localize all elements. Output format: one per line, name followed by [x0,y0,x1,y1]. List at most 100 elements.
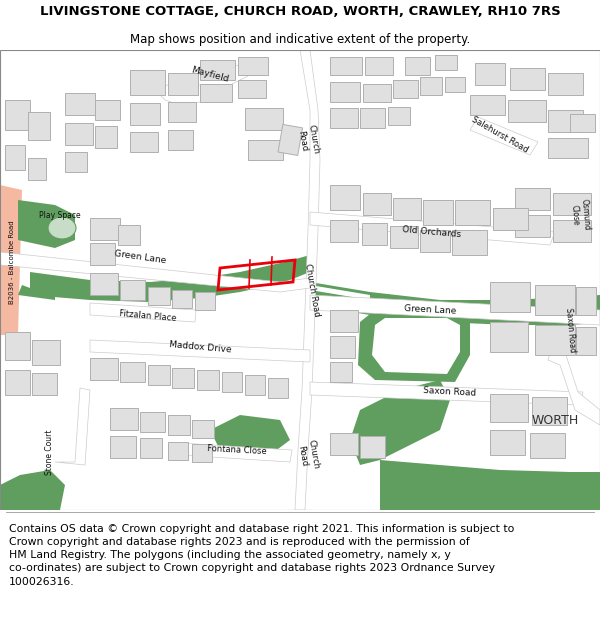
Bar [5,100,30,130]
Bar [548,138,588,158]
Bar [493,208,528,230]
Bar [168,73,198,95]
Polygon shape [470,117,538,155]
Bar [510,68,545,90]
Text: Saxon Road: Saxon Road [423,386,477,398]
Bar [360,108,385,128]
Bar [110,436,136,458]
Bar [548,73,583,95]
Bar [130,103,160,125]
Bar [172,290,192,308]
Polygon shape [310,295,600,325]
Polygon shape [90,340,310,362]
Text: Salehurst Road: Salehurst Road [470,115,530,155]
Bar [130,70,165,95]
Bar [148,287,170,305]
Text: Map shows position and indicative extent of the property.: Map shows position and indicative extent… [130,32,470,46]
Bar [192,444,212,462]
Bar [130,132,158,152]
Bar [548,110,583,132]
Bar [388,107,410,125]
Polygon shape [175,65,250,88]
Polygon shape [155,82,220,105]
Bar [90,243,115,265]
Bar [110,408,138,430]
Bar [140,438,162,458]
Bar [515,215,550,237]
Bar [278,124,302,156]
Bar [32,373,57,395]
Text: Church
Road: Church Road [296,439,320,471]
Bar [330,362,352,382]
Text: Green Lane: Green Lane [404,304,457,316]
Text: Fontana Close: Fontana Close [207,444,267,456]
Bar [238,57,268,75]
Bar [140,412,165,432]
Bar [490,282,530,312]
Text: Maddox Drive: Maddox Drive [169,340,232,354]
Polygon shape [295,50,320,510]
Bar [393,198,421,220]
Polygon shape [380,460,600,510]
Bar [120,362,145,382]
Bar [245,375,265,395]
Text: Green Lane: Green Lane [113,249,166,265]
Bar [268,378,288,398]
Text: Church Road: Church Road [303,262,321,318]
Bar [168,102,196,122]
Bar [330,108,358,128]
Bar [65,93,95,115]
Bar [245,108,283,130]
Bar [455,200,490,225]
Bar [330,433,358,455]
Bar [200,60,235,80]
Bar [553,193,591,215]
Bar [475,63,505,85]
Bar [5,145,25,170]
Bar [423,200,453,225]
Text: Fitzalan Place: Fitzalan Place [119,309,177,323]
Bar [32,340,60,365]
Polygon shape [0,252,310,292]
Bar [118,225,140,245]
Bar [90,358,118,380]
Polygon shape [372,318,460,374]
Bar [576,327,596,355]
Bar [172,368,194,388]
Bar [445,77,465,92]
Bar [530,433,565,458]
Polygon shape [90,303,196,322]
Bar [490,430,525,455]
Polygon shape [180,443,292,462]
Text: Stone Court: Stone Court [46,429,55,475]
Text: Contains OS data © Crown copyright and database right 2021. This information is : Contains OS data © Crown copyright and d… [9,524,514,587]
Bar [222,372,242,392]
Bar [120,280,145,300]
Bar [362,223,387,245]
Polygon shape [358,310,470,382]
Polygon shape [210,415,290,455]
Bar [5,370,30,395]
Text: Mayfield: Mayfield [190,66,230,84]
Polygon shape [310,212,555,245]
Bar [148,365,170,385]
Bar [330,336,355,358]
Polygon shape [548,347,600,425]
Bar [330,310,358,332]
Bar [200,84,232,102]
Polygon shape [18,200,75,248]
Bar [405,57,430,75]
Bar [420,77,442,95]
Bar [330,82,360,102]
Polygon shape [310,382,583,405]
Bar [28,158,46,180]
Bar [90,218,120,240]
Bar [197,370,219,390]
Bar [192,420,214,438]
Polygon shape [0,470,65,510]
Bar [363,193,391,215]
Bar [168,130,193,150]
Bar [360,436,385,458]
Bar [238,80,266,98]
Bar [330,57,362,75]
